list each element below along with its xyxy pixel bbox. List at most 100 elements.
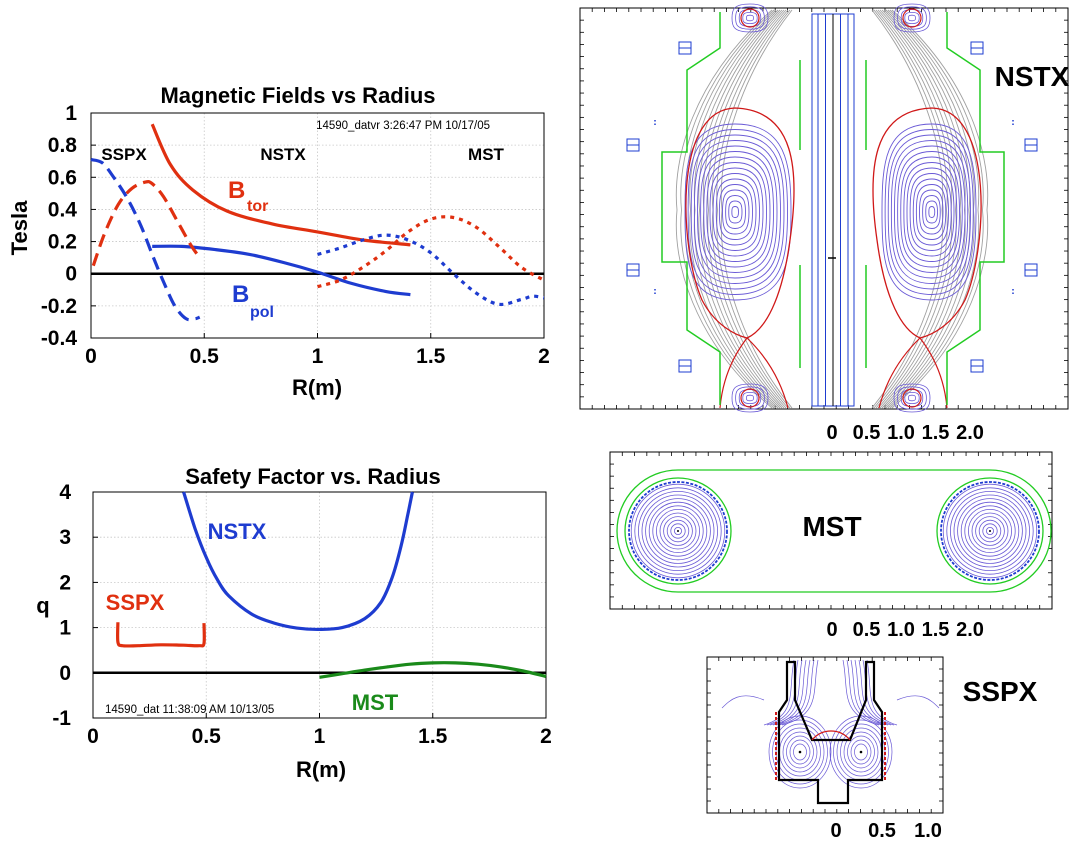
- mst-axis-dot: [677, 530, 679, 532]
- chart2-tick-labels: 0 0.5 1 1.5 2 -1 0 1 2 3 4: [52, 481, 552, 748]
- open-field-line: [698, 9, 783, 409]
- sspx-open-line: [772, 659, 807, 726]
- mst-contour: [960, 501, 1020, 561]
- mst-contour: [659, 512, 697, 550]
- flux-contour: [690, 134, 785, 290]
- panel-axis-label: 2.0: [956, 619, 984, 641]
- flux-contour: [684, 123, 792, 301]
- flux-contour: [897, 386, 927, 410]
- sspx-contour: [850, 739, 872, 765]
- flux-contour: [706, 162, 767, 262]
- flux-contour: [881, 123, 977, 301]
- sspx-outer-line: [896, 695, 940, 709]
- y-tick-label: 2: [59, 571, 71, 594]
- flux-contour: [907, 394, 917, 402]
- flux-contour: [722, 189, 750, 235]
- series-line-nstx: [182, 491, 414, 632]
- mst-contour: [968, 508, 1013, 553]
- region-label-sspx: SSPX: [101, 145, 147, 164]
- flux-contour: [894, 145, 966, 279]
- flux-contour: [731, 383, 769, 413]
- chart2-series-lines: [93, 491, 547, 679]
- flux-contour: [922, 195, 941, 229]
- mst-axis-dot: [989, 530, 991, 532]
- x-tick-label: 0.5: [190, 345, 220, 368]
- mst-edge: [628, 481, 728, 581]
- mst-shell: [624, 477, 732, 585]
- flux-contour: [738, 9, 762, 27]
- flux-contour: [735, 6, 765, 30]
- flux-contour: [897, 151, 963, 273]
- sspx-contour: [789, 739, 811, 765]
- vessel-wall-right: [865, 12, 1005, 405]
- open-field-line: [883, 9, 971, 409]
- x-tick-label: 2: [540, 725, 552, 748]
- panel-axis-label: 0.5: [868, 820, 896, 842]
- mst-contour: [641, 494, 715, 568]
- series-line-nstx-bpol: [152, 244, 411, 297]
- btor-subscript: tor: [247, 198, 268, 215]
- panel-axis-label: 0: [830, 820, 841, 842]
- bpol-label: B: [232, 281, 249, 308]
- nstx-frame-ticks: [580, 8, 1068, 409]
- flux-contour: [745, 14, 755, 22]
- flux-contour: [904, 391, 920, 405]
- x-tick-label: 0: [85, 345, 97, 368]
- y-tick-label: 4: [59, 481, 71, 504]
- open-field-line: [879, 9, 962, 409]
- bpol-subscript: pol: [250, 304, 274, 321]
- chart1-series-lines: [90, 123, 545, 322]
- sspx-axis-dot: [859, 750, 863, 754]
- y-tick-label: 0.2: [48, 231, 77, 254]
- sspx-contour: [829, 715, 893, 789]
- flux-contour: [919, 189, 944, 235]
- y-tick-label: 0: [65, 263, 77, 286]
- open-field-line: [891, 9, 989, 409]
- open-field-line: [716, 9, 791, 409]
- sspx-separatrix: [811, 730, 851, 741]
- flux-contour: [912, 178, 949, 246]
- y-tick-label: 1: [65, 102, 77, 125]
- sspx-open-line: [766, 659, 799, 726]
- sspx-flux-surfaces: [721, 659, 940, 805]
- flux-contour: [715, 178, 757, 246]
- flux-contour: [700, 151, 774, 273]
- flux-contour: [742, 391, 758, 405]
- nstx-flux-surfaces: [626, 3, 1038, 413]
- mst-contour: [663, 516, 693, 546]
- mst-contour: [953, 494, 1027, 568]
- mst-contour: [648, 501, 708, 561]
- pf-coil: [902, 8, 922, 28]
- mst-wall: [616, 469, 1052, 593]
- flux-contour: [712, 173, 760, 251]
- x-tick-label: 0: [87, 725, 99, 748]
- series-line-mst-bpol: [317, 233, 545, 307]
- mst-contour: [950, 490, 1031, 571]
- pf-coil: [740, 388, 760, 408]
- open-field-line: [675, 9, 773, 409]
- open-field-line: [871, 9, 944, 409]
- flux-contour: [884, 129, 974, 295]
- region-label-nstx: NSTX: [260, 145, 306, 164]
- sspx-axis-labels: 0 0.5 1.0: [830, 820, 941, 842]
- vessel-wall-left: [661, 12, 801, 405]
- sspx-frame-ticks: [707, 657, 943, 813]
- nstx-panel-label: NSTX: [995, 61, 1070, 92]
- flux-contour: [890, 140, 969, 284]
- chart2-frame: [92, 491, 547, 719]
- sspx-contour: [843, 731, 879, 773]
- flux-contour: [900, 389, 924, 407]
- pf-coil: [740, 8, 760, 28]
- mst-contour: [986, 527, 995, 536]
- flux-contour: [928, 206, 936, 218]
- flux-contour: [893, 383, 931, 413]
- y-tick-label: -1: [52, 707, 71, 730]
- sspx-open-line: [862, 659, 895, 726]
- chart1-xlabel: R(m): [292, 375, 342, 400]
- mst-contour: [978, 519, 1002, 543]
- chart2-ylabel: q: [36, 593, 49, 618]
- nstx-axis-labels: 0 0.5 1.0 1.5 2.0: [826, 422, 983, 444]
- sspx-contour: [768, 715, 832, 789]
- chart1-frame: [90, 112, 545, 339]
